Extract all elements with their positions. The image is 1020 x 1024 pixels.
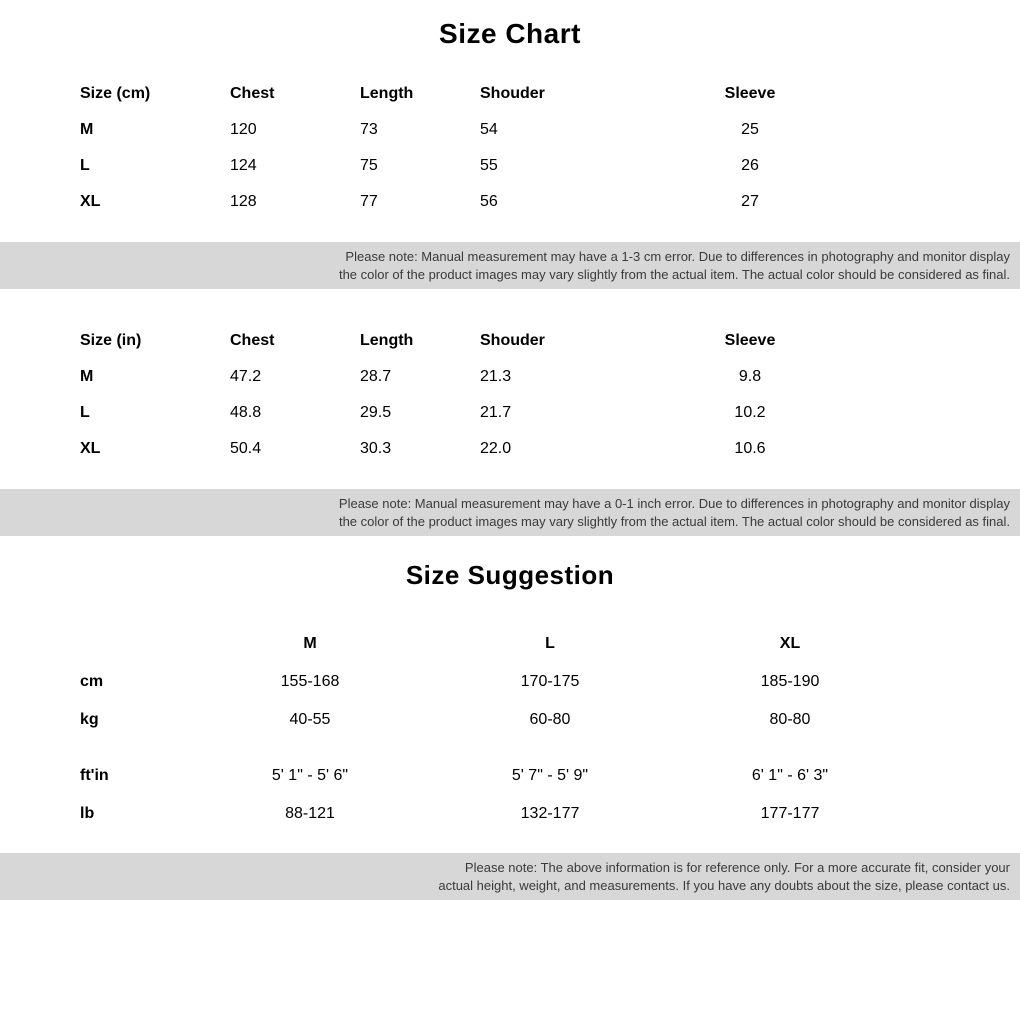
col-header-m: M	[190, 635, 430, 653]
table-row: ft'in 5' 1" - 5' 6" 5' 7" - 5' 9" 6' 1" …	[80, 757, 920, 795]
cell-chest: 120	[230, 121, 360, 139]
cell-chest: 48.8	[230, 404, 360, 422]
cell-length: 73	[360, 121, 480, 139]
cell-l: 60-80	[430, 711, 670, 729]
cell-xl: 6' 1" - 6' 3"	[670, 767, 910, 785]
size-chart-in: Size (in) Chest Length Shouder Sleeve M …	[0, 311, 1020, 489]
cell-sleeve: 26	[650, 157, 850, 175]
col-header-sleeve: Sleeve	[650, 85, 850, 103]
cell-xl: 80-80	[670, 711, 910, 729]
table-header-row: Size (in) Chest Length Shouder Sleeve	[80, 323, 950, 359]
col-header-shoulder: Shouder	[480, 332, 650, 350]
col-header-length: Length	[360, 85, 480, 103]
note-bar-in: Please note: Manual measurement may have…	[0, 489, 1020, 536]
col-header-size: Size (in)	[80, 332, 230, 350]
cell-size: M	[80, 368, 230, 386]
cell-sleeve: 10.2	[650, 404, 850, 422]
cell-l: 170-175	[430, 673, 670, 691]
cell-label: kg	[80, 711, 190, 729]
col-header-shoulder: Shouder	[480, 85, 650, 103]
cell-length: 30.3	[360, 440, 480, 458]
cell-size: L	[80, 404, 230, 422]
cell-size: M	[80, 121, 230, 139]
table-row: L 48.8 29.5 21.7 10.2	[80, 395, 950, 431]
table-row: cm 155-168 170-175 185-190	[80, 663, 920, 701]
cell-shoulder: 55	[480, 157, 650, 175]
cell-shoulder: 54	[480, 121, 650, 139]
table-header-row: M L XL	[80, 625, 920, 663]
cell-size: L	[80, 157, 230, 175]
cell-l: 132-177	[430, 805, 670, 823]
note-line: Please note: Manual measurement may have…	[10, 248, 1010, 266]
table-row: L 124 75 55 26	[80, 148, 950, 184]
cell-sleeve: 10.6	[650, 440, 850, 458]
col-header-l: L	[430, 635, 670, 653]
table-row: XL 50.4 30.3 22.0 10.6	[80, 431, 950, 467]
cell-l: 5' 7" - 5' 9"	[430, 767, 670, 785]
col-header-sleeve: Sleeve	[650, 332, 850, 350]
cell-chest: 124	[230, 157, 360, 175]
cell-shoulder: 21.7	[480, 404, 650, 422]
cell-length: 28.7	[360, 368, 480, 386]
col-header-chest: Chest	[230, 85, 360, 103]
col-header-size: Size (cm)	[80, 85, 230, 103]
table-row: XL 128 77 56 27	[80, 184, 950, 220]
cell-length: 29.5	[360, 404, 480, 422]
cell-shoulder: 56	[480, 193, 650, 211]
cell-label: cm	[80, 673, 190, 691]
table-row: lb 88-121 132-177 177-177	[80, 795, 920, 833]
cell-m: 88-121	[190, 805, 430, 823]
cell-chest: 128	[230, 193, 360, 211]
cell-label: lb	[80, 805, 190, 823]
cell-chest: 50.4	[230, 440, 360, 458]
page-title: Size Chart	[0, 0, 1020, 64]
cell-shoulder: 21.3	[480, 368, 650, 386]
section-title-suggestion: Size Suggestion	[0, 536, 1020, 605]
size-suggestion-table: M L XL cm 155-168 170-175 185-190 kg 40-…	[0, 605, 1020, 853]
cell-sleeve: 25	[650, 121, 850, 139]
col-header-xl: XL	[670, 635, 910, 653]
cell-length: 77	[360, 193, 480, 211]
table-row: M 120 73 54 25	[80, 112, 950, 148]
cell-m: 155-168	[190, 673, 430, 691]
cell-size: XL	[80, 440, 230, 458]
col-header-chest: Chest	[230, 332, 360, 350]
cell-size: XL	[80, 193, 230, 211]
note-line: the color of the product images may vary…	[10, 266, 1010, 284]
cell-label: ft'in	[80, 767, 190, 785]
col-header-length: Length	[360, 332, 480, 350]
cell-xl: 185-190	[670, 673, 910, 691]
cell-sleeve: 9.8	[650, 368, 850, 386]
note-line: Please note: The above information is fo…	[10, 859, 1010, 877]
table-row: M 47.2 28.7 21.3 9.8	[80, 359, 950, 395]
note-bar-suggestion: Please note: The above information is fo…	[0, 853, 1020, 900]
cell-m: 40-55	[190, 711, 430, 729]
cell-length: 75	[360, 157, 480, 175]
table-header-row: Size (cm) Chest Length Shouder Sleeve	[80, 76, 950, 112]
note-line: Please note: Manual measurement may have…	[10, 495, 1010, 513]
cell-chest: 47.2	[230, 368, 360, 386]
note-line: the color of the product images may vary…	[10, 513, 1010, 531]
cell-shoulder: 22.0	[480, 440, 650, 458]
cell-xl: 177-177	[670, 805, 910, 823]
cell-m: 5' 1" - 5' 6"	[190, 767, 430, 785]
cell-sleeve: 27	[650, 193, 850, 211]
note-bar-cm: Please note: Manual measurement may have…	[0, 242, 1020, 289]
table-row: kg 40-55 60-80 80-80	[80, 701, 920, 739]
note-line: actual height, weight, and measurements.…	[10, 877, 1010, 895]
size-chart-cm: Size (cm) Chest Length Shouder Sleeve M …	[0, 64, 1020, 242]
